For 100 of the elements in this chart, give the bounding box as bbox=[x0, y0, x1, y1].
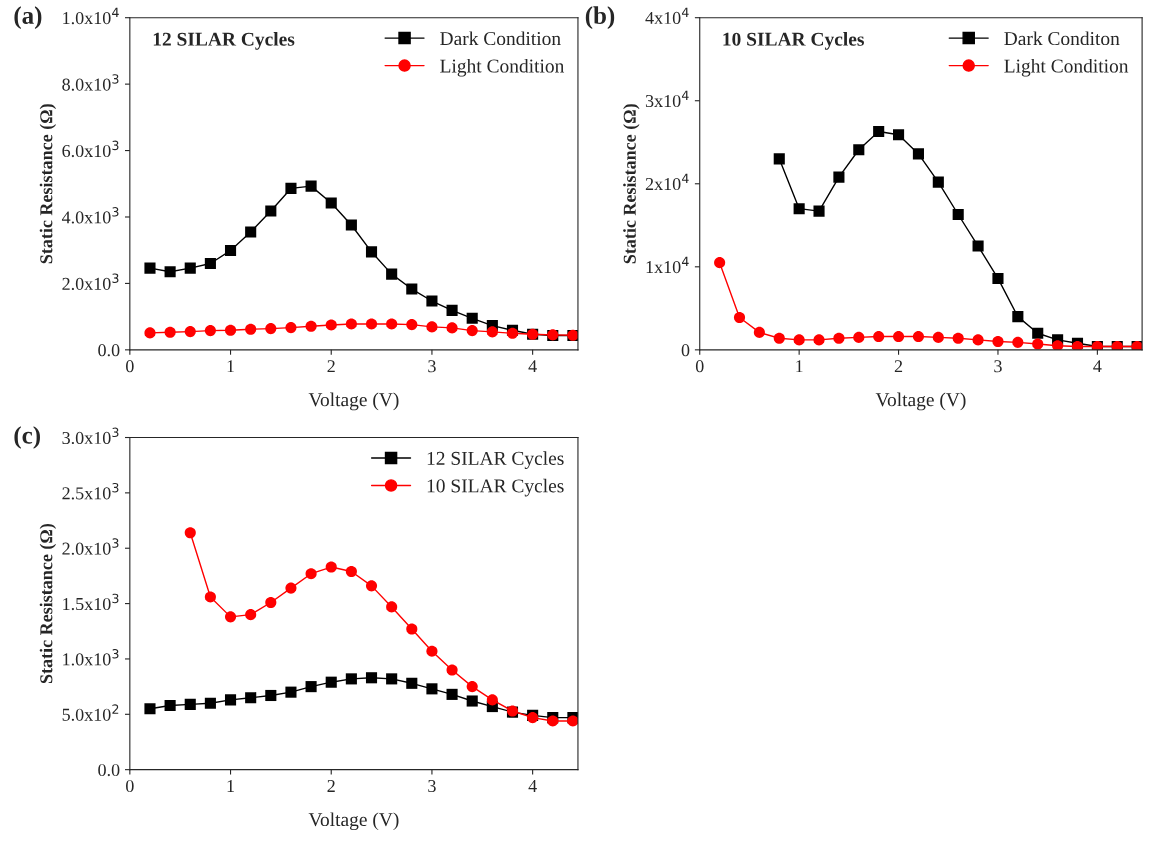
point bbox=[245, 323, 257, 335]
point bbox=[486, 326, 498, 338]
x-axis-title: Voltage (V) bbox=[308, 392, 399, 411]
point bbox=[325, 676, 337, 688]
x-axis-title: Voltage (V) bbox=[308, 812, 399, 831]
x-tick-label: 2 bbox=[327, 779, 335, 792]
point bbox=[224, 694, 237, 706]
x-tick-label: 1 bbox=[227, 360, 234, 373]
point bbox=[285, 182, 297, 194]
y-axis-title: Static Resistance (Ω) bbox=[623, 104, 640, 264]
point bbox=[406, 623, 418, 635]
y-tick-label: 6.0x10$^{3}$ bbox=[62, 140, 119, 158]
y-tick-label: 2.0x10$^{3}$ bbox=[62, 273, 119, 291]
point bbox=[446, 322, 458, 334]
x-tick-label: 0 bbox=[126, 779, 134, 793]
point bbox=[365, 580, 378, 592]
point bbox=[466, 695, 478, 707]
point bbox=[426, 295, 438, 307]
point bbox=[184, 262, 196, 274]
point bbox=[245, 609, 257, 621]
point bbox=[972, 334, 984, 346]
point bbox=[305, 681, 317, 693]
point bbox=[325, 561, 337, 573]
x-tick-label: 3 bbox=[428, 360, 436, 373]
point bbox=[285, 686, 297, 698]
point bbox=[386, 601, 398, 613]
point bbox=[972, 240, 984, 252]
x-tick-label: 3 bbox=[994, 360, 1002, 373]
point bbox=[164, 266, 176, 278]
x-axis-title: Voltage (V) bbox=[875, 392, 966, 411]
y-tick-label: 1.0x10$^{3}$ bbox=[63, 648, 119, 666]
point bbox=[386, 268, 398, 280]
point bbox=[184, 698, 196, 710]
point bbox=[893, 331, 905, 343]
y-tick-label: 5.0x10$^{2}$ bbox=[62, 704, 119, 721]
y-tick-label: 8.0x10$^{3}$ bbox=[62, 74, 119, 91]
point bbox=[793, 203, 805, 215]
point bbox=[714, 257, 726, 269]
point bbox=[164, 326, 176, 338]
legend-label: Dark Condition bbox=[440, 31, 561, 46]
point bbox=[305, 180, 317, 192]
point bbox=[466, 312, 478, 324]
point bbox=[365, 246, 378, 258]
point bbox=[813, 205, 825, 217]
point bbox=[245, 692, 257, 704]
point bbox=[144, 262, 156, 274]
y-tick-label: 2.5x10$^{3}$ bbox=[62, 482, 119, 500]
point bbox=[265, 596, 277, 609]
point bbox=[426, 683, 438, 695]
point bbox=[386, 318, 398, 330]
point bbox=[204, 257, 216, 270]
point bbox=[325, 319, 337, 331]
point bbox=[912, 148, 924, 160]
legend-label: 12 SILAR Cycles bbox=[427, 451, 564, 469]
point bbox=[164, 699, 176, 711]
x-tick-label: 4 bbox=[1093, 360, 1102, 373]
point bbox=[184, 527, 196, 539]
x-tick-label: 2 bbox=[327, 360, 335, 373]
point bbox=[446, 304, 458, 316]
text: (c) bbox=[14, 426, 40, 449]
point bbox=[406, 283, 418, 295]
point bbox=[853, 331, 865, 343]
point bbox=[873, 125, 885, 138]
text: 12 SILAR Cycles bbox=[153, 32, 295, 50]
y-tick-label: 2x10$^{4}$ bbox=[645, 173, 689, 191]
point bbox=[1012, 336, 1024, 348]
x-tick-label: 3 bbox=[428, 779, 436, 793]
point bbox=[305, 320, 317, 332]
point bbox=[285, 322, 297, 334]
y-tick-label: 0.0 bbox=[98, 344, 120, 357]
point bbox=[466, 681, 478, 693]
point bbox=[365, 318, 378, 330]
point bbox=[265, 689, 277, 702]
point bbox=[833, 332, 845, 344]
point bbox=[1032, 338, 1044, 350]
point bbox=[345, 565, 357, 578]
point bbox=[305, 568, 317, 580]
point bbox=[932, 176, 944, 188]
x-tick-label: 0 bbox=[695, 360, 704, 373]
point bbox=[486, 694, 498, 706]
point bbox=[245, 226, 257, 238]
point bbox=[853, 144, 865, 156]
point bbox=[345, 673, 357, 685]
y-tick-label: 1.5x10$^{3}$ bbox=[63, 593, 119, 611]
point bbox=[773, 153, 785, 165]
point bbox=[1052, 340, 1064, 350]
x-tick-label: 0 bbox=[126, 360, 134, 373]
point bbox=[406, 677, 418, 689]
x-tick-label: 1 bbox=[227, 779, 234, 792]
x-tick-label: 4 bbox=[528, 780, 537, 792]
point bbox=[204, 325, 216, 337]
point bbox=[204, 697, 216, 709]
point bbox=[144, 703, 156, 715]
point bbox=[773, 332, 785, 344]
point bbox=[466, 325, 478, 337]
point bbox=[793, 334, 805, 346]
point bbox=[893, 129, 905, 141]
y-tick-label: 4.0x10$^{3}$ bbox=[61, 207, 119, 224]
y-tick-label: 3.0x10$^{3}$ bbox=[62, 427, 119, 445]
point bbox=[992, 335, 1004, 348]
